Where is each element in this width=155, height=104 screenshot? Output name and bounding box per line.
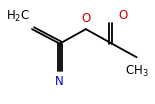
- Text: CH$_3$: CH$_3$: [125, 63, 148, 79]
- Text: H$_2$C: H$_2$C: [6, 9, 31, 24]
- Text: O: O: [81, 12, 91, 25]
- Text: O: O: [118, 9, 127, 22]
- Text: N: N: [55, 75, 64, 88]
